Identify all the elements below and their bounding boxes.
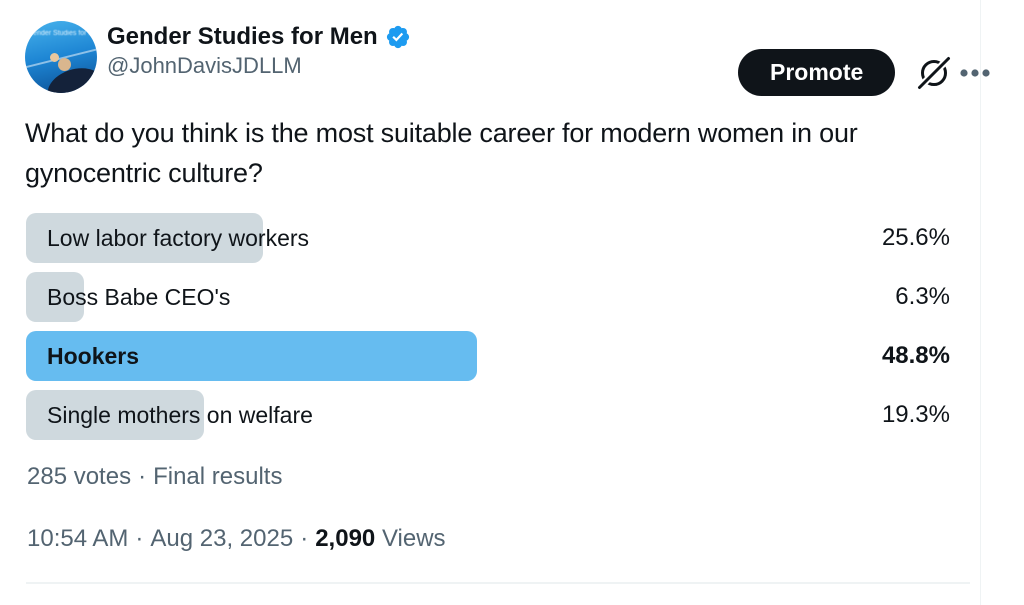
column-right-border xyxy=(980,0,981,605)
avatar[interactable]: Gender Studies for M xyxy=(25,21,97,93)
more-menu-icon[interactable] xyxy=(959,67,991,79)
poll-option-row: Single mothers on welfare 19.3% xyxy=(26,390,950,440)
author-block: Gender Studies for Men @JohnDavisJDLLM xyxy=(107,24,411,79)
poll-option-percent: 25.6% xyxy=(881,224,950,251)
avatar-head-decoration xyxy=(58,58,71,71)
poll-option-percent: 6.3% xyxy=(895,283,950,310)
poll-option-percent: 19.3% xyxy=(881,401,950,428)
tweet-date: Aug 23, 2025 xyxy=(150,525,294,552)
poll-option-row: Low labor factory workers 25.6% xyxy=(26,213,950,263)
avatar-hand-decoration xyxy=(50,53,59,62)
grok-icon[interactable] xyxy=(916,55,952,91)
poll-option-row: Boss Babe CEO's 6.3% xyxy=(26,272,950,322)
poll-option-label: Low labor factory workers xyxy=(47,224,310,251)
tweet-divider xyxy=(26,582,970,584)
separator-dot: · xyxy=(135,525,144,552)
tweet-meta: 10:54 AM · Aug 23, 2025 · 2,090 Views xyxy=(27,524,446,554)
avatar-caption: Gender Studies for M xyxy=(27,30,95,37)
poll-bar xyxy=(26,390,205,440)
poll-option-percent: 48.8% xyxy=(881,342,950,369)
poll-option-label: Single mothers on welfare xyxy=(47,401,313,428)
poll-bar xyxy=(26,272,85,322)
header-actions: Promote xyxy=(738,49,991,96)
promote-button[interactable]: Promote xyxy=(738,49,896,96)
poll-bar xyxy=(26,213,263,263)
separator-dot: · xyxy=(138,463,147,490)
poll-status: Final results xyxy=(153,463,283,490)
verified-badge-icon xyxy=(386,25,409,49)
poll-bar-winner xyxy=(26,331,477,381)
views-count: 2,090 xyxy=(315,525,376,552)
author-display-name[interactable]: Gender Studies for Men xyxy=(107,23,378,50)
separator-dot: · xyxy=(300,525,309,552)
views-label: Views xyxy=(381,525,446,552)
avatar-figure-decoration xyxy=(43,64,97,93)
tweet-body-text: What do you think is the most suitable c… xyxy=(25,118,858,188)
author-handle[interactable]: @JohnDavisJDLLM xyxy=(107,53,302,78)
poll-votes-summary: 285 votes · Final results xyxy=(27,462,282,492)
poll-option-row: Hookers 48.8% xyxy=(26,331,950,381)
poll: Low labor factory workers 25.6% Boss Babe … xyxy=(26,213,950,449)
poll-option-label: Boss Babe CEO's xyxy=(47,283,231,310)
tweet-header: Gender Studies for M Gender Studies for … xyxy=(25,21,990,96)
votes-count: 285 votes xyxy=(27,463,132,490)
poll-option-label: Hookers xyxy=(47,342,140,369)
tweet-time: 10:54 AM xyxy=(27,525,129,552)
